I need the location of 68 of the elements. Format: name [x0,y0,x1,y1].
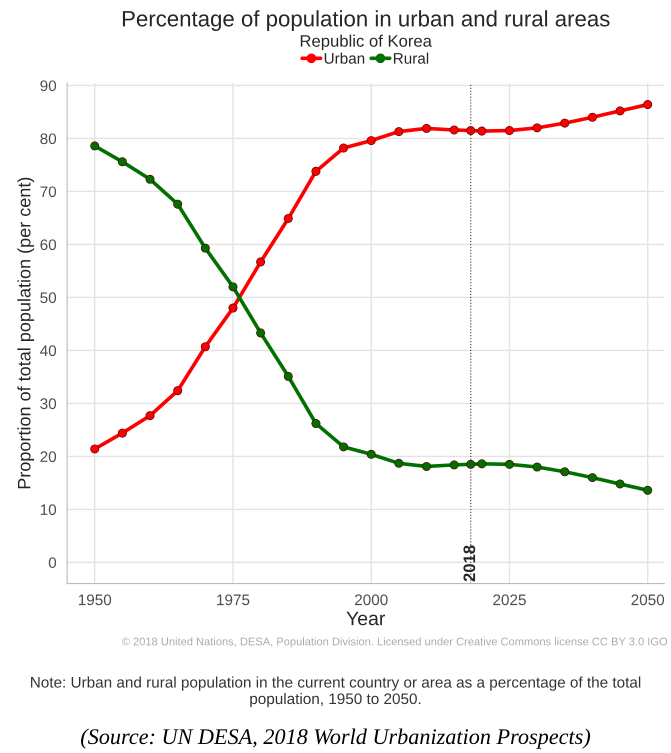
y-tick-label: 90 [40,80,56,92]
point [256,257,266,266]
legend-label: Rural [394,52,428,64]
point [532,123,542,132]
point [146,174,155,184]
point [366,136,376,146]
point [311,419,320,428]
y-tick-label: 60 [40,239,56,250]
y-tick-label: 70 [40,186,56,198]
text: (Source: UN DESA, 2018 World Urbanization Prospects) [81,728,590,749]
point [118,157,127,166]
point [422,124,432,133]
point [256,328,266,338]
point [394,458,404,468]
point [422,462,432,471]
point [588,473,597,482]
point [616,106,625,116]
point [284,214,293,223]
x-tick-label: 2025 [493,594,526,606]
legend-label: Urban [324,52,364,64]
point [560,467,570,476]
point [616,479,625,488]
point [228,282,238,292]
x-tick-label: 1975 [217,594,250,606]
point [200,342,210,352]
ref-line-label: 2018 [463,545,476,582]
y-tick-label: 30 [40,398,56,410]
point [284,372,293,381]
point [643,486,652,495]
point [477,126,486,136]
x-axis-title: Year [346,612,386,626]
point [466,126,476,136]
chart-subtitle: Republic of Korea [300,34,432,50]
y-tick-label: 20 [40,451,56,462]
text: Note: Urban and rural population in the current country or area as a percentage of the total population, 1950 to 2050. [31,676,640,708]
y-axis-title: Proportion of total population (per cent) [17,178,34,488]
point [643,100,652,110]
point [200,244,210,253]
y-tick-label: 80 [40,133,56,144]
point [311,166,320,176]
point [366,450,376,459]
point [560,118,570,128]
x-tick-label: 2000 [355,594,388,606]
point [477,459,486,468]
point [450,125,459,135]
point [173,386,182,396]
chart-title: Percentage of population in urban and rural areas [122,10,610,31]
point [394,127,404,136]
point [588,112,597,122]
point [532,462,542,472]
point [504,460,514,469]
point [90,444,100,454]
point [339,143,348,153]
y-tick-label: 40 [40,345,56,356]
point [339,442,348,452]
y-tick-label: 0 [48,557,56,568]
y-tick-label: 10 [40,504,56,516]
point [146,411,155,420]
point [504,126,514,136]
x-tick-label: 2050 [631,594,664,606]
point [228,304,238,313]
point [90,141,100,150]
point [118,428,127,438]
point [450,460,459,470]
text: © 2018 United Nations, DESA, Population Division. Licensed under Creative Commons license CC BY 3.0 IGO [122,637,668,648]
y-tick-label: 50 [40,292,56,304]
x-tick-label: 1950 [78,594,112,606]
point [173,200,182,209]
